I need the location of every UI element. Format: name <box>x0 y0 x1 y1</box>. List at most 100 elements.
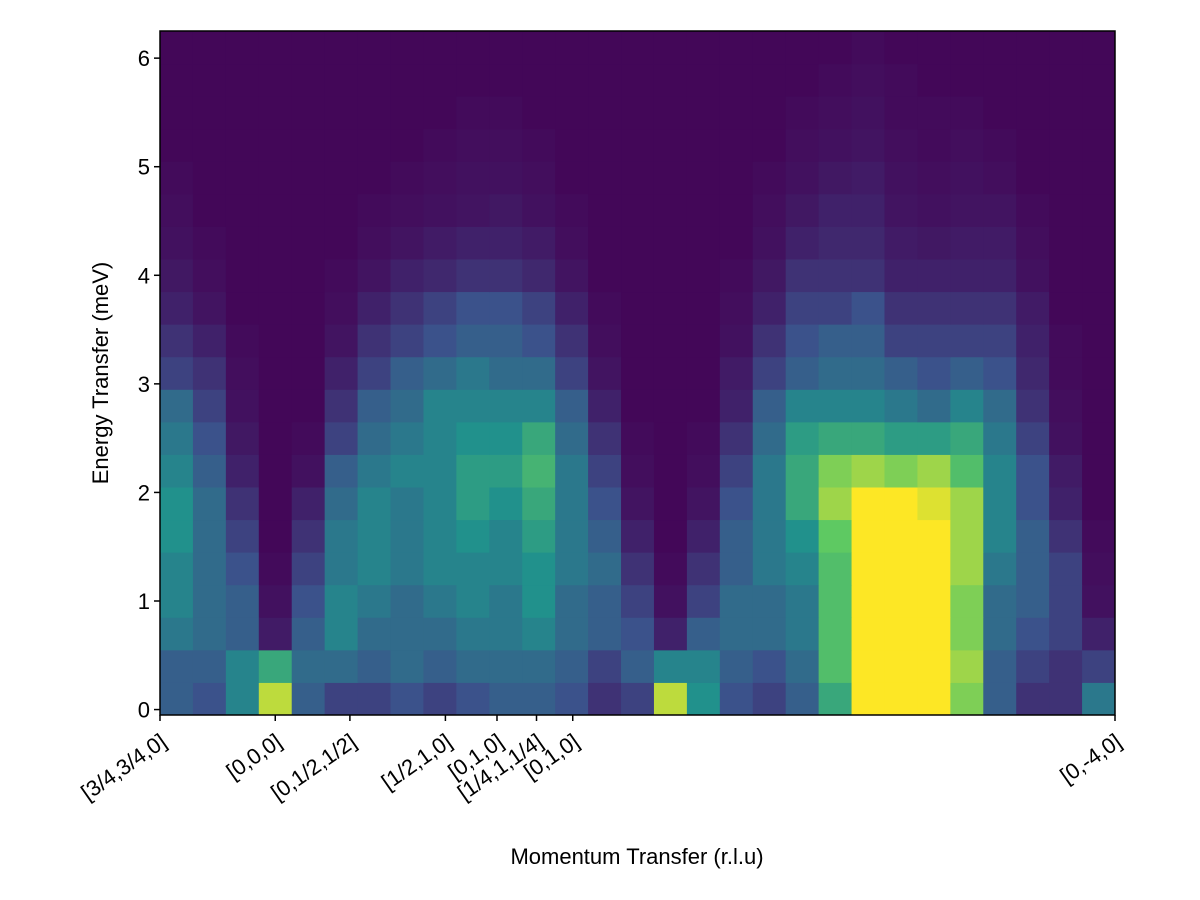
heatmap-cell <box>555 324 589 358</box>
heatmap-cell <box>719 193 754 227</box>
heatmap-cell <box>258 487 293 521</box>
heatmap-cell <box>324 617 359 651</box>
heatmap-cell <box>456 128 490 162</box>
heatmap-cell <box>653 324 688 358</box>
heatmap-cell <box>950 226 984 260</box>
heatmap-cell <box>950 487 984 521</box>
heatmap-cell <box>522 421 556 455</box>
heatmap-cell <box>1082 31 1116 65</box>
heatmap-cell <box>686 682 721 716</box>
heatmap-cell <box>851 161 885 195</box>
heatmap-cell <box>818 193 853 227</box>
heatmap-cell <box>160 682 194 716</box>
y-tick-label: 2 <box>138 480 150 505</box>
heatmap-cell <box>818 291 853 325</box>
heatmap-cell <box>489 487 523 521</box>
heatmap-cell <box>1082 161 1116 195</box>
heatmap-cell <box>555 584 589 618</box>
heatmap-cell <box>423 193 457 227</box>
heatmap-cell <box>1049 682 1083 716</box>
heatmap-cell <box>390 96 424 130</box>
heatmap-cell <box>917 584 951 618</box>
heatmap-cell <box>324 63 359 97</box>
heatmap-cell <box>160 487 194 521</box>
heatmap-cell <box>324 487 359 521</box>
heatmap-cell <box>1049 96 1083 130</box>
heatmap-cell <box>785 617 820 651</box>
heatmap-cell <box>917 31 951 65</box>
heatmap-cell <box>917 291 951 325</box>
heatmap-cell <box>1016 291 1050 325</box>
heatmap-cell <box>160 356 194 390</box>
heatmap-cell <box>258 356 293 390</box>
heatmap-cell <box>225 487 260 521</box>
heatmap-cell <box>818 389 853 423</box>
heatmap-cell <box>324 519 359 553</box>
heatmap-cell <box>489 128 523 162</box>
heatmap-cell <box>192 96 227 130</box>
heatmap <box>160 31 1116 716</box>
heatmap-cell <box>851 552 885 586</box>
heatmap-cell <box>357 454 392 488</box>
heatmap-cell <box>390 584 424 618</box>
heatmap-cell <box>950 389 984 423</box>
heatmap-cell <box>225 128 260 162</box>
heatmap-cell <box>686 63 721 97</box>
heatmap-cell <box>291 649 326 683</box>
heatmap-cell <box>291 226 326 260</box>
heatmap-cell <box>1082 291 1116 325</box>
heatmap-cell <box>653 584 688 618</box>
x-tick-label: [0,0,0] <box>222 729 286 785</box>
heatmap-cell <box>785 128 820 162</box>
heatmap-cell <box>291 584 326 618</box>
heatmap-cell <box>160 552 194 586</box>
heatmap-cell <box>258 31 293 65</box>
heatmap-cell <box>456 617 490 651</box>
y-tick-label: 5 <box>138 155 150 180</box>
heatmap-cell <box>1016 649 1050 683</box>
x-axis-label: Momentum Transfer (r.l.u) <box>510 844 763 869</box>
heatmap-cell <box>423 31 457 65</box>
heatmap-cell <box>719 291 754 325</box>
heatmap-cell <box>686 96 721 130</box>
heatmap-cell <box>983 389 1017 423</box>
heatmap-cell <box>1082 584 1116 618</box>
heatmap-cell <box>555 487 589 521</box>
heatmap-cell <box>1082 487 1116 521</box>
y-tick-label: 4 <box>138 263 150 288</box>
heatmap-cell <box>1049 487 1083 521</box>
heatmap-cell <box>785 682 820 716</box>
heatmap-cell <box>423 421 457 455</box>
heatmap-cell <box>917 356 951 390</box>
heatmap-cell <box>983 96 1017 130</box>
heatmap-cell <box>1016 128 1050 162</box>
heatmap-cell <box>456 682 490 716</box>
heatmap-cell <box>555 682 589 716</box>
heatmap-cell <box>258 617 293 651</box>
heatmap-cell <box>324 96 359 130</box>
heatmap-cell <box>258 454 293 488</box>
heatmap-cell <box>752 226 787 260</box>
heatmap-cell <box>522 617 556 651</box>
heatmap-cell <box>258 584 293 618</box>
heatmap-cell <box>160 454 194 488</box>
heatmap-cell <box>884 63 918 97</box>
heatmap-cell <box>588 324 622 358</box>
heatmap-cell <box>785 552 820 586</box>
x-tick-label: [1/2,1,0] <box>377 729 456 795</box>
heatmap-cell <box>1016 617 1050 651</box>
heatmap-cell <box>719 649 754 683</box>
heatmap-cell <box>423 649 457 683</box>
heatmap-cell <box>950 584 984 618</box>
y-tick-label: 6 <box>138 46 150 71</box>
heatmap-cell <box>489 31 523 65</box>
heatmap-cell <box>390 63 424 97</box>
heatmap-cell <box>489 226 523 260</box>
heatmap-cell <box>884 519 918 553</box>
heatmap-cell <box>752 584 787 618</box>
heatmap-cell <box>950 421 984 455</box>
heatmap-cell <box>423 161 457 195</box>
heatmap-cell <box>160 421 194 455</box>
heatmap-cell <box>522 389 556 423</box>
heatmap-cell <box>160 324 194 358</box>
